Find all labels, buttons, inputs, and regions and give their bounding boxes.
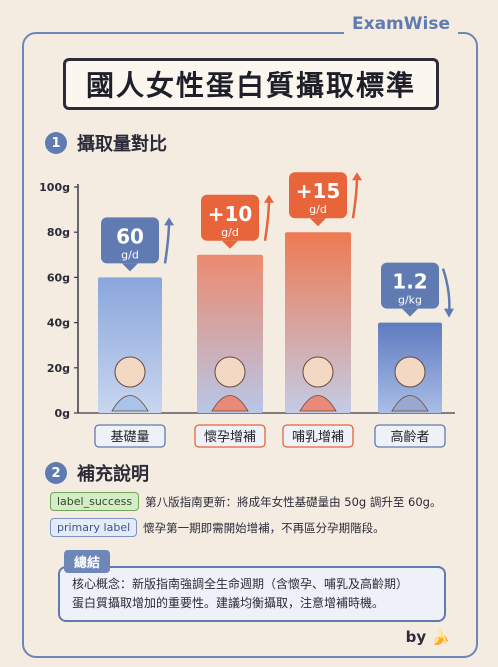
callout-box-3: [381, 262, 439, 309]
bar-0: [98, 277, 162, 413]
note-success: label_success 第八版指南更新：將成年女性基礎量由 50g 調升至 …: [50, 492, 441, 511]
section-1-header: 1 攝取量對比: [45, 130, 167, 156]
category-box-1: [194, 424, 266, 448]
trend-arrow-head-2: [352, 172, 362, 181]
note-primary-text: 懷孕第一期即需開始增補，不再區分孕期階段。: [143, 520, 385, 535]
label-success-badge: label_success: [50, 492, 140, 511]
section-1-number: 1: [45, 132, 67, 154]
summary-line-1: 核心概念：新版指南強調全生命週期（含懷孕、哺乳及高齡期）: [72, 577, 409, 591]
category-box-0: [94, 424, 166, 448]
category-label-1: 懷孕增補: [204, 430, 256, 445]
y-tick-label: 60g: [47, 271, 70, 284]
title-box: 國人女性蛋白質攝取標準: [63, 58, 439, 110]
category-label-0: 基礎量: [110, 430, 149, 445]
pregnant-woman-icon-body: [211, 395, 249, 412]
summary-text: 核心概念：新版指南強調全生命週期（含懷孕、哺乳及高齡期） 蛋白質攝取增加的重要性…: [72, 575, 442, 613]
y-tick-label: 100g: [39, 181, 70, 194]
callout-unit-0: g/d: [121, 248, 139, 261]
summary-box: [58, 566, 446, 622]
trend-arrow-head-1: [264, 194, 274, 203]
callout-pointer-1: [222, 240, 238, 249]
byline: by 🍌: [405, 628, 450, 646]
elderly-woman-icon-body: [391, 395, 429, 412]
pregnant-woman-icon: [214, 356, 246, 388]
callout-box-2: [289, 172, 347, 219]
callout-pointer-3: [402, 308, 418, 317]
callout-unit-2: g/d: [309, 203, 327, 216]
section-1-title: 攝取量對比: [77, 134, 167, 155]
elderly-woman-icon: [394, 356, 426, 388]
callout-box-1: [201, 194, 259, 241]
brand-logo: ExamWise: [344, 14, 458, 34]
callout-value-3: 1.2: [392, 270, 427, 294]
category-label-2: 哺乳增補: [292, 430, 344, 445]
category-box-2: [282, 424, 354, 448]
primary-label-badge: primary label: [50, 518, 138, 537]
note-success-text: 第八版指南更新：將成年女性基礎量由 50g 調升至 60g。: [145, 494, 442, 509]
section-2-header: 2 補充說明: [45, 460, 149, 486]
y-tick-label: 40g: [47, 317, 70, 330]
protein-chart: 0g20g40g60g80g100g基礎量60g/d懷孕增補+10g/d哺乳增補…: [39, 172, 455, 448]
summary-line-2: 蛋白質攝取增加的重要性。建議均衡攝取，注意增補時機。: [72, 596, 385, 610]
callout-unit-1: g/d: [221, 226, 239, 239]
woman-icon-body: [111, 395, 149, 412]
note-primary: primary label 懷孕第一期即需開始增補，不再區分孕期階段。: [50, 518, 385, 537]
bar-2: [285, 232, 351, 413]
callout-value-1: +10: [208, 202, 253, 226]
trend-arrow-3: [441, 268, 451, 315]
section-2-number: 2: [45, 462, 67, 484]
trend-arrow-head-3: [444, 308, 454, 318]
page-frame: [22, 32, 478, 658]
nursing-mother-icon: [302, 356, 334, 388]
callout-pointer-2: [310, 218, 326, 227]
trend-arrow-2: [351, 176, 359, 219]
bar-1: [197, 254, 263, 413]
y-tick-label: 80g: [47, 226, 70, 239]
page-title: 國人女性蛋白質攝取標準: [85, 69, 416, 102]
callout-value-0: 60: [116, 224, 144, 248]
category-label-3: 高齡者: [390, 429, 429, 445]
callout-value-2: +15: [296, 179, 341, 203]
y-tick-label: 0g: [54, 407, 70, 420]
woman-icon: [114, 356, 146, 388]
trend-arrow-1: [263, 198, 271, 241]
category-box-3: [374, 424, 446, 448]
callout-unit-3: g/kg: [398, 294, 422, 307]
trend-arrow-0: [163, 221, 171, 264]
trend-arrow-head-0: [164, 217, 174, 226]
section-2-title: 補充說明: [77, 464, 149, 485]
callout-box-0: [101, 217, 159, 264]
summary-label: 總結: [64, 550, 111, 573]
nursing-mother-icon-body: [299, 395, 337, 412]
callout-pointer-0: [122, 263, 138, 272]
y-tick-label: 20g: [47, 362, 70, 375]
